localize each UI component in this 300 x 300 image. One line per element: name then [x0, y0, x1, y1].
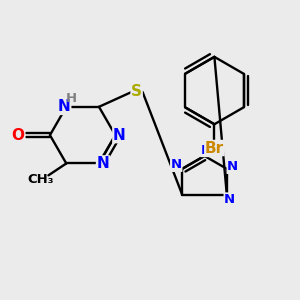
- Text: N: N: [113, 128, 126, 142]
- Text: N: N: [201, 143, 212, 157]
- Text: N: N: [58, 99, 71, 114]
- Text: N: N: [97, 156, 109, 171]
- Text: N: N: [171, 158, 182, 171]
- Text: N: N: [224, 193, 235, 206]
- Text: S: S: [131, 85, 142, 100]
- Text: O: O: [12, 128, 25, 142]
- Text: N: N: [227, 160, 238, 173]
- Text: CH₃: CH₃: [27, 173, 54, 186]
- Text: Br: Br: [205, 140, 224, 155]
- Text: H: H: [66, 92, 77, 105]
